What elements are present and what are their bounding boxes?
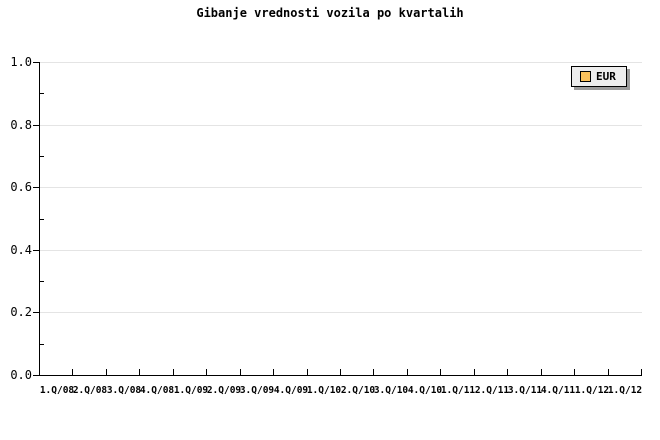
x-axis-category-label: 1.Q/12 bbox=[607, 385, 643, 396]
x-axis-tick bbox=[307, 369, 308, 375]
y-axis-tick-label: 0.2 bbox=[10, 305, 32, 319]
x-axis-tick bbox=[407, 369, 408, 375]
x-axis-category-label: 3.Q/10 bbox=[373, 385, 409, 396]
y-axis-major-tick bbox=[33, 375, 39, 376]
legend-swatch-eur-icon bbox=[580, 71, 591, 82]
x-axis-tick bbox=[206, 369, 207, 375]
x-axis-category-label: 4.Q/10 bbox=[407, 385, 443, 396]
y-axis-minor-tick bbox=[40, 156, 44, 157]
y-gridline bbox=[40, 125, 642, 126]
y-axis-major-tick bbox=[33, 250, 39, 251]
x-axis-category-label: 2.Q/10 bbox=[340, 385, 376, 396]
x-axis-tick bbox=[173, 369, 174, 375]
x-axis-category-label: 1.Q/09 bbox=[173, 385, 209, 396]
x-axis-category-label: 2.Q/11 bbox=[474, 385, 510, 396]
x-axis-tick bbox=[72, 369, 73, 375]
x-axis-tick bbox=[608, 369, 609, 375]
x-axis-tick bbox=[240, 369, 241, 375]
legend-label: EUR bbox=[596, 70, 616, 83]
y-axis-minor-tick bbox=[40, 344, 44, 345]
y-axis-tick-label: 0.4 bbox=[10, 243, 32, 257]
y-axis-tick-label: 0.0 bbox=[10, 368, 32, 382]
y-axis-tick-label: 0.6 bbox=[10, 180, 32, 194]
x-axis-tick bbox=[574, 369, 575, 375]
x-axis-tick bbox=[106, 369, 107, 375]
y-axis-tick-label: 1.0 bbox=[10, 55, 32, 69]
x-axis-category-label: 2.Q/08 bbox=[72, 385, 108, 396]
x-axis-category-label: 1.Q/12 bbox=[574, 385, 610, 396]
y-axis-minor-tick bbox=[40, 219, 44, 220]
x-axis-category-label: 1.Q/10 bbox=[306, 385, 342, 396]
y-axis-minor-tick bbox=[40, 281, 44, 282]
x-axis-tick bbox=[641, 369, 642, 375]
chart-title: Gibanje vrednosti vozila po kvartalih bbox=[196, 6, 464, 20]
x-axis-tick bbox=[340, 369, 341, 375]
x-axis-tick bbox=[273, 369, 274, 375]
x-axis-tick bbox=[373, 369, 374, 375]
x-axis-tick bbox=[507, 369, 508, 375]
x-axis-category-label: 2.Q/09 bbox=[206, 385, 242, 396]
x-axis-category-label: 1.Q/11 bbox=[440, 385, 476, 396]
legend: EUR bbox=[571, 66, 627, 87]
y-gridline bbox=[40, 312, 642, 313]
y-axis-tick-label: 0.8 bbox=[10, 118, 32, 132]
x-axis-category-label: 3.Q/08 bbox=[106, 385, 142, 396]
x-axis-category-label: 3.Q/09 bbox=[239, 385, 275, 396]
y-axis-major-tick bbox=[33, 187, 39, 188]
plot-area: 1.0 0.8 0.6 0.4 0.2 0.0 1.Q/08 2.Q/08 3.Q/08 4.Q/… bbox=[10, 55, 642, 396]
y-gridline bbox=[40, 62, 642, 63]
x-axis-category-label: 1.Q/08 bbox=[39, 385, 75, 396]
x-axis-tick bbox=[541, 369, 542, 375]
x-axis-category-label: 4.Q/08 bbox=[139, 385, 175, 396]
y-gridline bbox=[40, 187, 642, 188]
x-axis-category-label: 4.Q/09 bbox=[273, 385, 309, 396]
x-axis-tick bbox=[139, 369, 140, 375]
x-axis-category-label: 4.Q/11 bbox=[540, 385, 576, 396]
x-axis-category-label: 3.Q/11 bbox=[507, 385, 543, 396]
x-axis-tick bbox=[440, 369, 441, 375]
y-axis-minor-tick bbox=[40, 93, 44, 94]
y-axis-major-tick bbox=[33, 125, 39, 126]
y-axis-major-tick bbox=[33, 312, 39, 313]
y-axis-major-tick bbox=[33, 62, 39, 63]
y-gridline bbox=[40, 250, 642, 251]
x-axis-tick bbox=[474, 369, 475, 375]
